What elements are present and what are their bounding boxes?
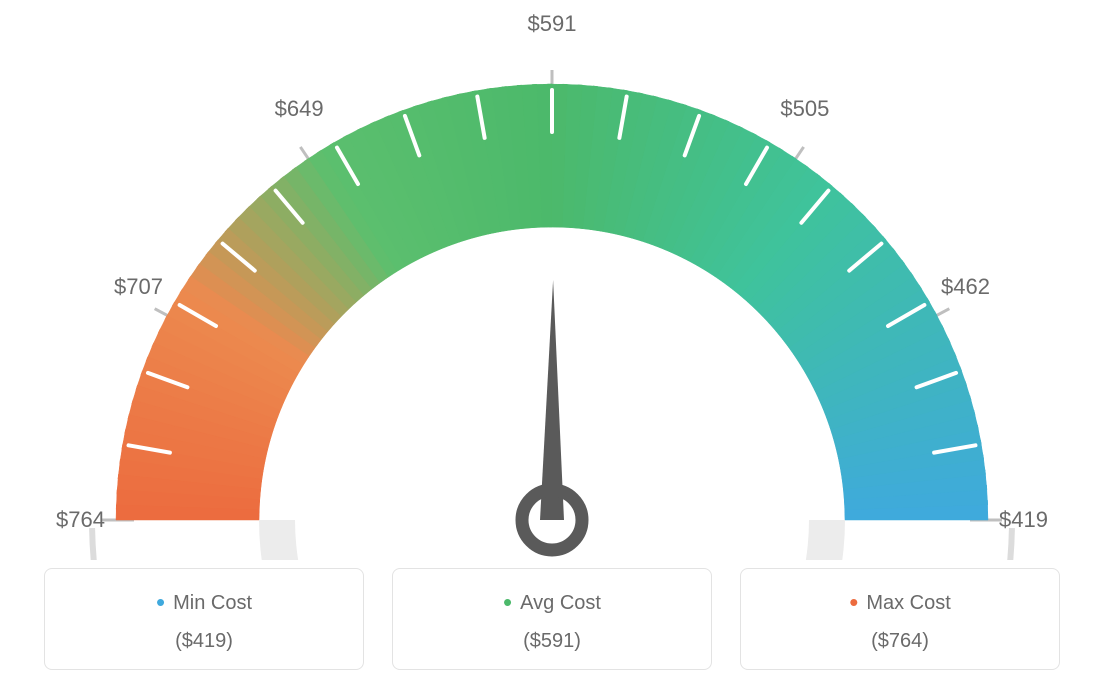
gauge-tick-label: $591: [528, 11, 577, 36]
legend-card-max: Max Cost ($764): [740, 568, 1060, 670]
gauge-tick-label: $505: [780, 96, 829, 121]
legend-value-avg: ($591): [403, 630, 701, 653]
gauge-chart: $419 $462 $505 $591 $649 $707 $764: [0, 0, 1104, 560]
legend-card-avg: Avg Cost ($591): [392, 568, 712, 670]
legend-card-min: Min Cost ($419): [44, 568, 364, 670]
legend-row: Min Cost ($419) Avg Cost ($591) Max Cost…: [0, 568, 1104, 670]
gauge-tick-label: $649: [275, 96, 324, 121]
legend-value-max: ($764): [751, 630, 1049, 653]
legend-title-min: Min Cost: [55, 587, 353, 618]
legend-value-min: ($419): [55, 630, 353, 653]
gauge-tick-label: $707: [114, 274, 163, 299]
legend-title-avg: Avg Cost: [403, 587, 701, 618]
gauge-tick-label: $462: [941, 274, 990, 299]
legend-title-max: Max Cost: [751, 587, 1049, 618]
gauge-tick-label: $419: [999, 507, 1048, 532]
gauge-tick-label: $764: [56, 507, 105, 532]
gauge-svg: $419 $462 $505 $591 $649 $707 $764: [0, 0, 1104, 560]
